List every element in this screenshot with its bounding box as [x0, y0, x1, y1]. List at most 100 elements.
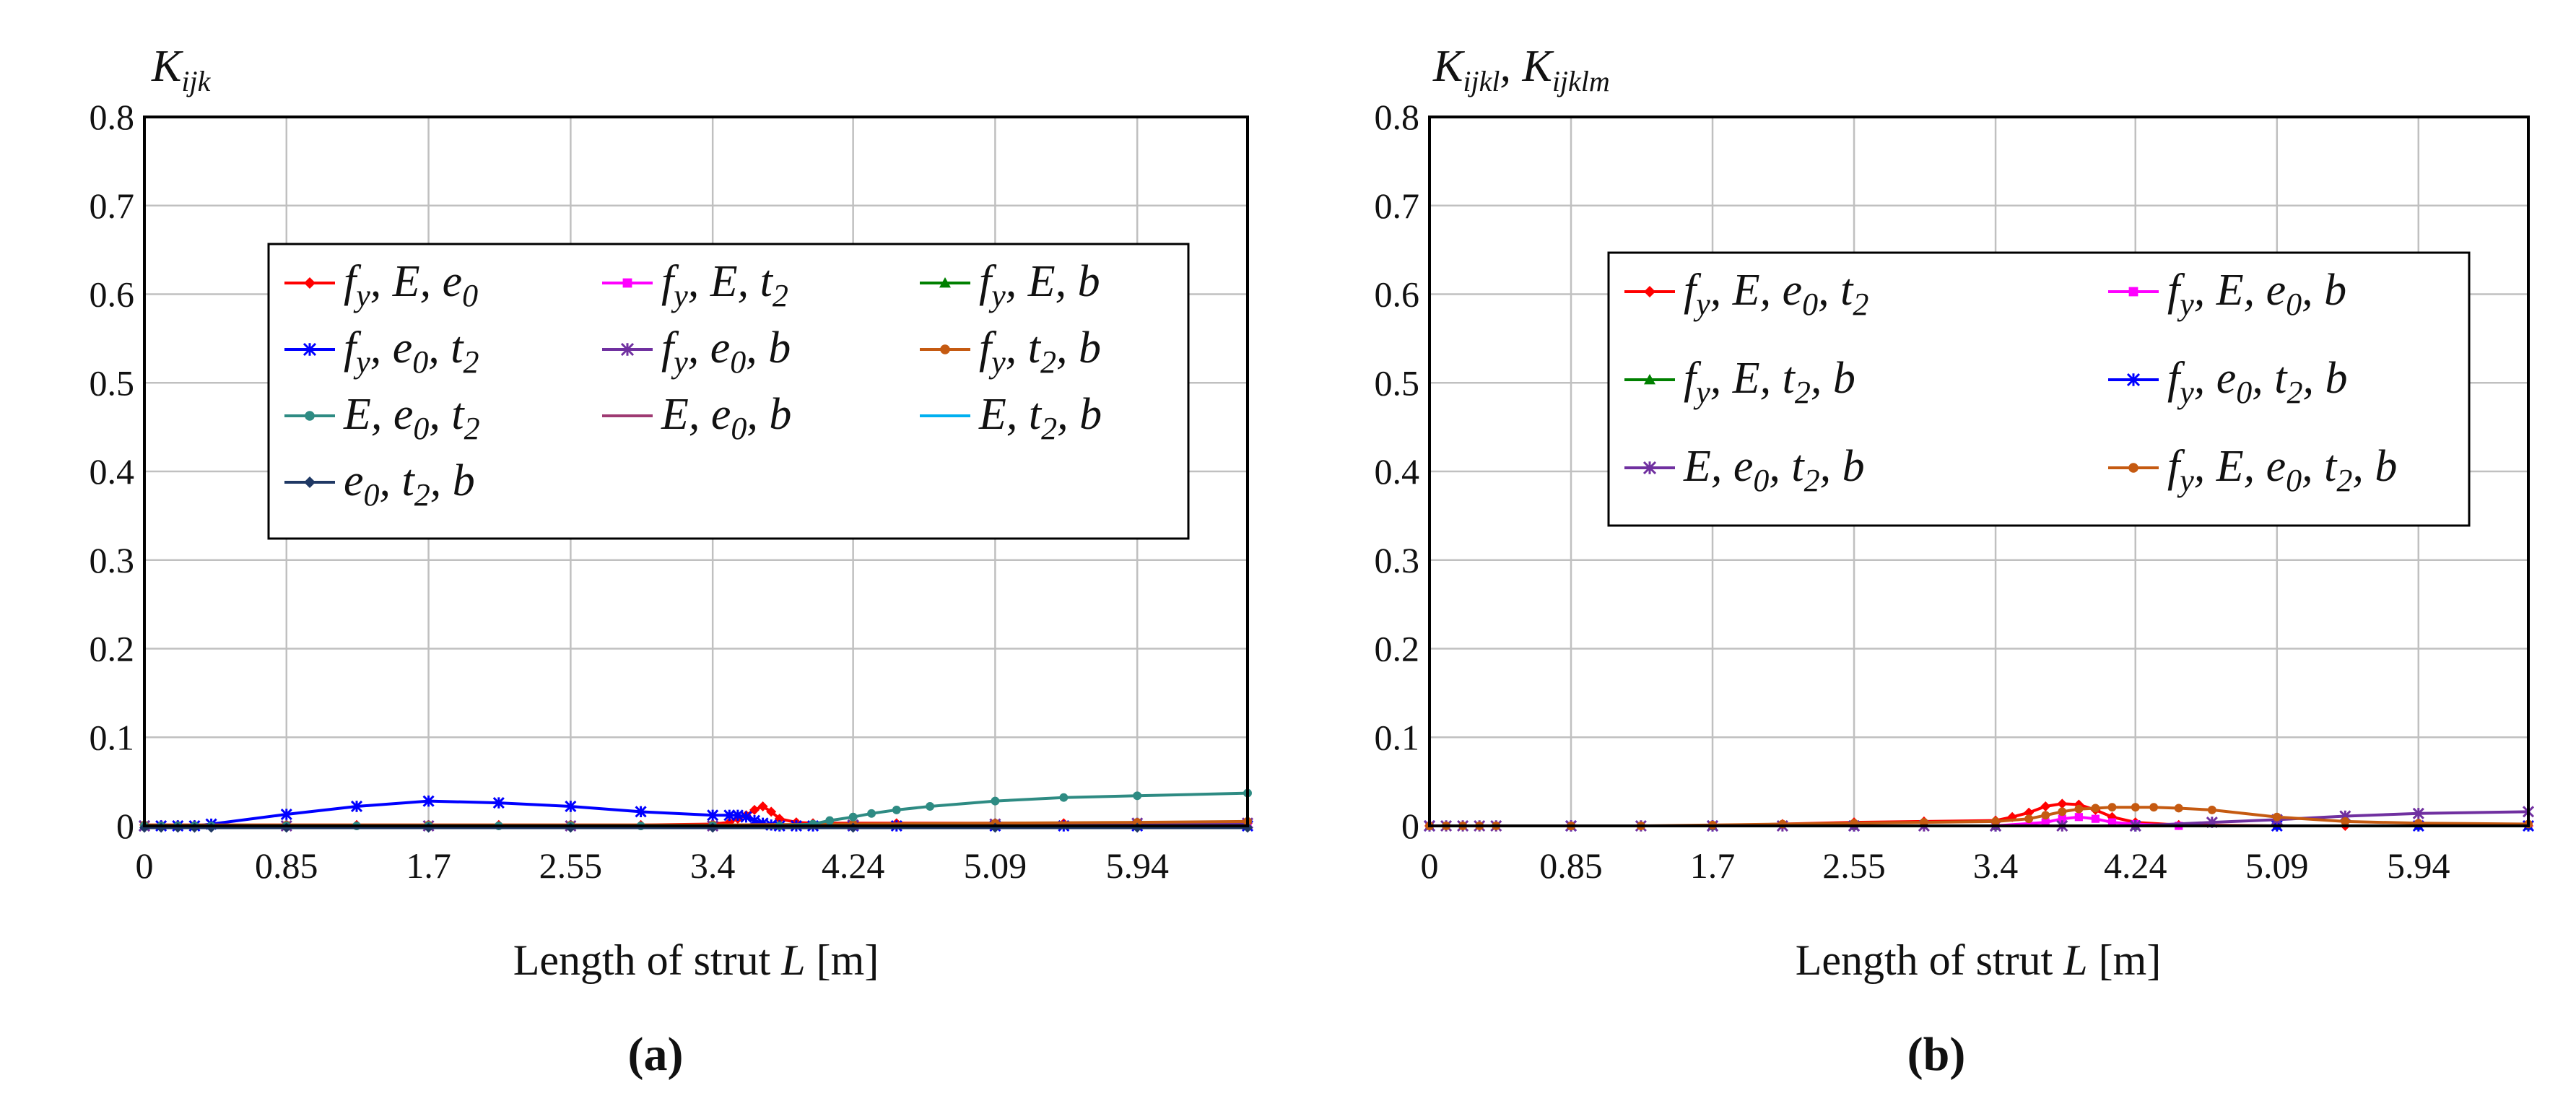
legend-label-a-5: fy, t2, b: [979, 323, 1101, 380]
data-point: [1133, 791, 1142, 801]
data-point: [2024, 814, 2034, 824]
y-tick-label: 0.6: [1375, 274, 1420, 315]
data-point: [2024, 807, 2035, 818]
x-tick-label: 1.7: [1690, 845, 1736, 886]
x-tick-label: 3.4: [1973, 845, 2019, 886]
legend-item: E, t2, b: [920, 390, 1102, 446]
legend-item: fy, E, e0, t2, b: [2108, 442, 2397, 498]
data-point: [2207, 805, 2216, 814]
data-point: [2040, 801, 2051, 811]
legend-label-b-0: fy, E, e0, t2: [1684, 266, 1868, 322]
data-point: [1991, 817, 2001, 826]
data-point: [2341, 817, 2350, 826]
data-point: [2074, 804, 2084, 814]
x-tick-label: 2.55: [1822, 845, 1886, 886]
data-point: [766, 806, 777, 817]
x-tick-label: 5.09: [2245, 845, 2309, 886]
legend-label-a-7: E, e0, b: [661, 390, 791, 446]
legend-item: fy, E, b: [920, 257, 1100, 313]
data-point: [723, 809, 736, 822]
legend-item: E, e0, t2: [284, 390, 480, 446]
data-point: [492, 797, 505, 809]
data-point: [422, 795, 435, 807]
legend-swatch-marker: [304, 277, 316, 289]
legend-label-a-8: E, t2, b: [978, 390, 1102, 446]
series-line: [1430, 810, 2529, 827]
legend-swatch-marker: [1642, 461, 1657, 475]
data-point: [926, 802, 935, 811]
legend-swatch-marker: [1644, 374, 1655, 385]
x-tick-label: 5.94: [2387, 845, 2450, 886]
y-tick-label: 0.3: [90, 540, 135, 580]
legend-item: fy, t2, b: [920, 323, 1101, 380]
legend-item: fy, e0, b: [602, 323, 791, 380]
data-point: [749, 804, 760, 815]
legend-swatch-marker: [303, 342, 317, 357]
plot-frame-a: [143, 116, 1249, 827]
y-tick-label: 0.8: [90, 97, 135, 137]
panel-a: 0 0.1 0.2 0.3 0.4 0.5 0.6 0.7 0.8 0 0.85 1.7 2.55 3.…: [90, 42, 1254, 1081]
plot-frame-b: [1428, 116, 2530, 827]
data-point: [731, 809, 744, 822]
legend-label-a-6: E, e0, t2: [343, 390, 480, 446]
legend-box-b: [1607, 251, 2471, 527]
x-tick-label: 1.7: [406, 845, 451, 886]
x-tick-label: 2.55: [539, 845, 603, 886]
x-tick-label: 0: [1421, 845, 1439, 886]
legend-swatch-marker: [2128, 287, 2138, 297]
series-b-4: [1423, 806, 2535, 832]
data-point: [707, 809, 719, 822]
x-tick-label: 3.4: [690, 845, 736, 886]
legend-label-a-1: fy, E, t2: [661, 257, 788, 313]
y-tick-label: 0.5: [90, 362, 135, 403]
y-tick-label: 0.7: [90, 186, 135, 226]
data-point: [2107, 803, 2117, 812]
legend-label-b-1: fy, E, e0, b: [2167, 266, 2346, 322]
legend-label-b-2: fy, E, t2, b: [1684, 354, 1855, 410]
x-tick-label: 5.09: [964, 845, 1027, 886]
legend-label-b-4: E, e0, t2, b: [1683, 442, 1865, 498]
y-tick-label: 0.2: [1375, 629, 1420, 669]
y-tick-label: 0.1: [1375, 717, 1420, 757]
y-tick-label: 0.7: [1375, 186, 1420, 226]
panel-label-b: (b): [1907, 1028, 1966, 1081]
y-tick-labels-a: 0 0.1 0.2 0.3 0.4 0.5 0.6 0.7 0.8: [90, 97, 135, 846]
panel-label-a: (a): [628, 1028, 684, 1081]
x-tick-label: 0: [136, 845, 154, 886]
legend-item: fy, E, e0, t2: [1624, 266, 1868, 322]
legend-swatch-marker: [305, 411, 315, 421]
data-point: [757, 801, 768, 811]
y-tick-label: 0.3: [1375, 540, 1420, 580]
legend-item: fy, E, t2: [602, 257, 788, 313]
data-point: [2041, 811, 2050, 820]
y-axis-label-a: Kijk: [151, 42, 212, 97]
data-point: [2057, 798, 2068, 809]
data-point: [848, 812, 858, 822]
x-axis-label-b: Length of strut L [m]: [1796, 936, 2162, 984]
y-tick-label: 0.1: [90, 717, 135, 757]
x-tick-labels-a: 0 0.85 1.7 2.55 3.4 4.24 5.09 5.94: [136, 845, 1169, 886]
data-point: [740, 811, 752, 823]
data-point: [774, 814, 785, 824]
data-point: [2272, 812, 2281, 822]
legend-swatch-marker: [939, 277, 951, 288]
legend-item: fy, e0, t2: [284, 323, 479, 380]
data-point: [2107, 818, 2117, 827]
legend-swatch-marker: [622, 278, 632, 288]
x-tick-label: 0.85: [255, 845, 318, 886]
data-point: [2412, 807, 2424, 819]
legend-swatch-marker: [2126, 373, 2141, 387]
y-axis-label-b: Kijkl, Kijklm: [1432, 42, 1610, 97]
y-tick-label: 0.4: [1375, 451, 1420, 492]
legend-label-b-5: fy, E, e0, t2, b: [2167, 442, 2397, 498]
legend-swatch-marker: [304, 476, 316, 488]
data-point: [825, 816, 835, 825]
legend-item: E, e0, t2, b: [1624, 442, 1865, 498]
data-point: [2091, 814, 2100, 823]
legend-label-a-3: fy, e0, t2: [344, 323, 479, 380]
legend-label-a-4: fy, e0, b: [661, 323, 791, 380]
data-point: [2174, 804, 2183, 813]
x-tick-label: 5.94: [1105, 845, 1169, 886]
y-tick-label: 0.2: [90, 629, 135, 669]
